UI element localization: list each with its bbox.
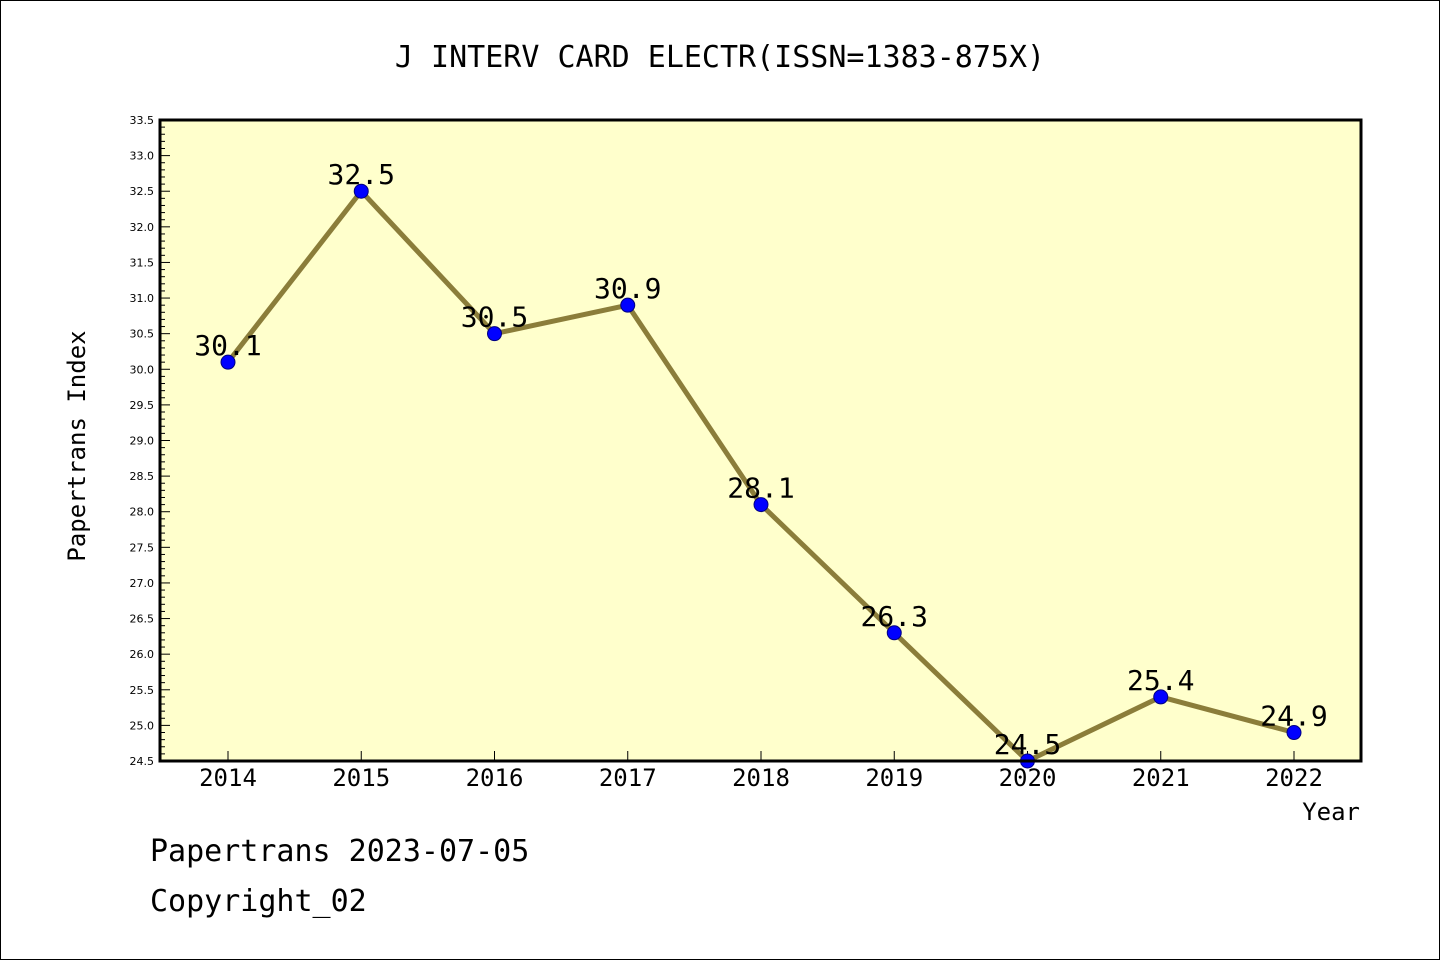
x-tick-label: 2015 <box>332 764 390 792</box>
data-label: 30.9 <box>594 272 661 305</box>
data-label: 30.5 <box>461 301 528 334</box>
data-point <box>1153 689 1169 705</box>
y-tick-label: 31.5 <box>130 256 155 269</box>
y-tick-label: 33.0 <box>130 150 155 163</box>
data-label: 25.4 <box>1127 664 1194 697</box>
chart-title: J INTERV CARD ELECTR(ISSN=1383-875X) <box>395 40 1045 75</box>
y-tick-label: 24.5 <box>130 755 155 768</box>
data-label: 32.5 <box>328 158 395 191</box>
y-tick-label: 33.5 <box>130 114 155 127</box>
footer-date-text: Papertrans 2023-07-05 <box>150 834 530 869</box>
data-point <box>620 297 636 313</box>
x-tick-label: 2020 <box>999 764 1057 792</box>
plot-area <box>160 120 1361 761</box>
x-axis-ticks <box>227 751 1295 761</box>
data-point <box>353 183 369 199</box>
y-tick-label: 30.0 <box>130 363 155 376</box>
data-point <box>1286 725 1302 741</box>
x-tick-label: 2021 <box>1132 764 1190 792</box>
y-axis-tick-labels: 24.5 25.0 25.5 26.0 26.5 27.0 27.5 28.0 28.5 29.0… <box>130 114 155 768</box>
y-axis-label: Papertrans Index <box>63 330 91 561</box>
y-tick-label: 26.5 <box>130 613 155 626</box>
y-tick-label: 32.0 <box>130 221 155 234</box>
y-tick-label: 28.5 <box>130 470 155 483</box>
plot-border <box>158 118 1363 763</box>
data-point <box>220 354 236 370</box>
y-tick-label: 25.5 <box>130 684 155 697</box>
data-label: 30.1 <box>194 329 261 362</box>
y-tick-label: 29.0 <box>130 435 155 448</box>
y-tick-label: 28.0 <box>130 506 155 519</box>
y-tick-label: 29.5 <box>130 399 155 412</box>
x-tick-label: 2018 <box>732 764 790 792</box>
x-tick-label: 2016 <box>466 764 524 792</box>
x-tick-label: 2014 <box>199 764 257 792</box>
x-tick-label: 2022 <box>1265 764 1323 792</box>
footer-copyright-text: Copyright_02 <box>150 884 367 919</box>
y-tick-label: 32.5 <box>130 185 155 198</box>
data-point <box>886 625 902 641</box>
data-label: 28.1 <box>727 472 794 505</box>
marker-layer <box>220 183 1302 769</box>
x-tick-label: 2019 <box>865 764 923 792</box>
x-axis-tick-labels: 2014 2015 2016 2017 2018 2019 2020 2021 2022 <box>199 764 1323 792</box>
x-axis-label: Year <box>1302 798 1360 826</box>
x-tick-label: 2017 <box>599 764 657 792</box>
data-label: 24.9 <box>1260 700 1327 733</box>
y-tick-label: 27.5 <box>130 541 155 554</box>
y-tick-label: 27.0 <box>130 577 155 590</box>
data-label: 24.5 <box>994 728 1061 761</box>
y-tick-label: 31.0 <box>130 292 155 305</box>
data-point <box>487 326 502 342</box>
y-tick-label: 25.0 <box>130 719 155 732</box>
y-tick-label: 30.5 <box>130 328 155 341</box>
y-tick-label: 26.0 <box>130 648 155 661</box>
data-label: 26.3 <box>861 600 928 633</box>
data-point <box>753 497 769 513</box>
data-label-layer: 30.1 32.5 30.5 30.9 28.1 26.3 24.5 25.4 24.9 <box>194 158 1327 761</box>
